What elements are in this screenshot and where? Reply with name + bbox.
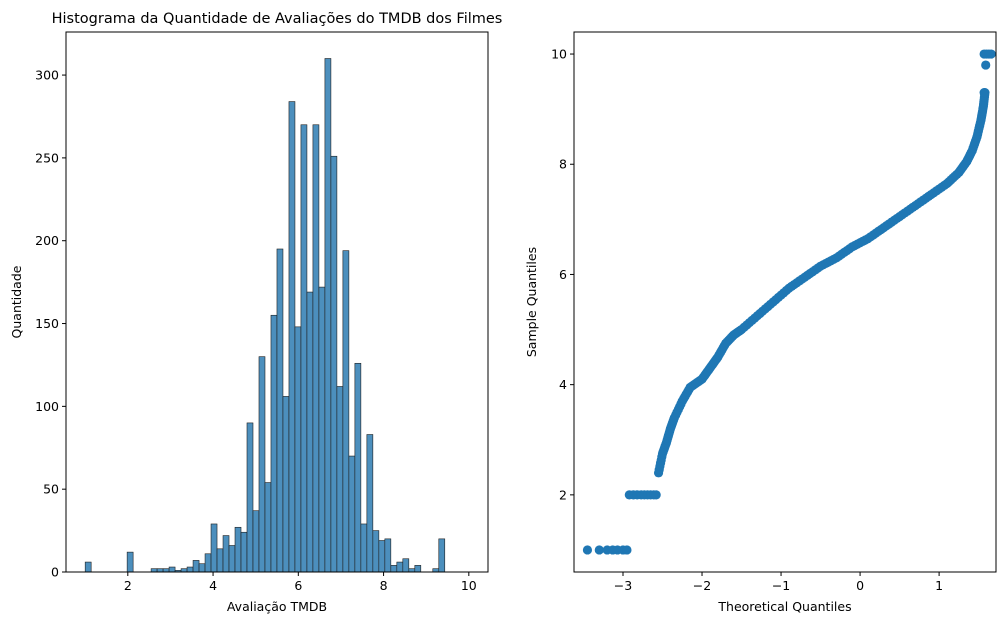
histogram-bar	[228, 545, 236, 573]
qq-plot-y-tick-label: 2	[559, 487, 567, 502]
qq-plot-axes-frame	[573, 31, 997, 573]
histogram-bar	[282, 396, 290, 573]
histogram-y-axis-label: Quantidade	[9, 265, 24, 338]
histogram-x-tick-label: 4	[209, 578, 217, 593]
histogram-bar	[84, 561, 92, 573]
qq-plot-x-tick-label: −2	[693, 578, 711, 593]
histogram-bar	[384, 538, 392, 573]
histogram-y-tick-label: 150	[35, 316, 59, 331]
histogram-y-tick-label: 50	[43, 482, 59, 497]
qq-plot-y-tick-label: 4	[559, 377, 567, 392]
histogram-x-axis-label: Avaliação TMDB	[227, 599, 327, 614]
qq-plot-point	[981, 60, 991, 70]
histogram-bar	[402, 558, 410, 573]
histogram-x-ticks: 2 4 6 8 10	[124, 572, 477, 593]
qq-plot-point	[651, 490, 661, 500]
histogram-bar	[222, 535, 230, 573]
histogram-bar	[234, 526, 242, 573]
histogram-bar	[348, 455, 356, 573]
histogram-bar	[372, 530, 380, 573]
qq-plot-point	[594, 545, 604, 555]
histogram-y-tick-label: 200	[35, 233, 59, 248]
histogram-y-tick-label: 100	[35, 399, 59, 414]
qq-plot-y-tick-label: 10	[551, 47, 567, 62]
histogram-bar	[414, 565, 422, 573]
histogram-x-tick-label: 6	[294, 578, 302, 593]
qq-plot-point	[986, 49, 996, 59]
histogram-title: Histograma da Quantidade de Avaliações d…	[52, 11, 503, 27]
histogram-y-ticks: 0 50 100 150 200 250 300	[35, 68, 66, 580]
histogram-bar	[360, 523, 368, 573]
histogram-bar	[330, 155, 338, 573]
histogram-y-tick-label: 300	[35, 68, 59, 83]
qq-plot-x-tick-label: 0	[856, 578, 864, 593]
histogram-x-tick-label: 8	[380, 578, 388, 593]
histogram-axes-frame	[65, 31, 489, 573]
histogram-bar	[240, 531, 248, 573]
qq-plot-x-tick-label: −1	[772, 578, 790, 593]
histogram-bar	[300, 124, 308, 573]
histogram-panel: Histograma da Quantidade de Avaliações d…	[9, 11, 502, 614]
histogram-y-tick-label: 0	[51, 565, 59, 580]
histogram-y-tick-label: 250	[35, 150, 59, 165]
histogram-x-tick-label: 2	[124, 578, 132, 593]
qq-plot-x-axis-label: Theoretical Quantiles	[717, 599, 851, 614]
histogram-bar	[438, 538, 446, 573]
histogram-bar	[270, 314, 278, 573]
histogram-bar	[312, 124, 320, 573]
histogram-bar	[342, 250, 350, 573]
histogram-bar	[366, 434, 374, 573]
histogram-bar	[204, 553, 212, 573]
histogram-bar	[324, 58, 332, 573]
histogram-bar	[126, 551, 134, 573]
qq-plot-points	[582, 49, 996, 555]
histogram-bar	[252, 510, 260, 573]
qq-plot-x-ticks: −3 −2 −1 0 1	[614, 572, 943, 593]
qq-plot-point	[622, 545, 632, 555]
qq-plot-y-axis-label: Sample Quantiles	[524, 247, 539, 357]
qq-plot-x-tick-label: −3	[614, 578, 632, 593]
histogram-bar	[216, 548, 224, 573]
histogram-bar	[192, 560, 200, 573]
histogram-bar	[288, 101, 296, 573]
histogram-bar	[276, 248, 284, 573]
histogram-bar	[336, 386, 344, 573]
histogram-bar	[306, 291, 314, 573]
histogram-bar	[318, 286, 326, 573]
histogram-bar	[396, 561, 404, 573]
qq-plot-point	[979, 88, 989, 98]
histogram-bar	[186, 566, 194, 573]
histogram-bar	[390, 565, 398, 573]
histogram-bar	[258, 356, 266, 573]
histogram-bar	[198, 563, 206, 573]
qq-plot-panel: −3 −2 −1 0 1 2 4 6 8 10 Theoretical Quantiles Sa…	[524, 31, 997, 614]
qq-plot-y-ticks: 2 4 6 8 10	[551, 47, 574, 502]
qq-plot-y-tick-label: 6	[559, 267, 567, 282]
histogram-bars	[84, 58, 446, 573]
qq-plot-point	[582, 545, 593, 555]
qq-plot-x-tick-label: 1	[935, 578, 943, 593]
histogram-bar	[246, 422, 254, 573]
histogram-bar	[294, 326, 302, 573]
histogram-bar	[168, 566, 176, 573]
histogram-x-tick-label: 10	[461, 578, 477, 593]
histogram-bar	[378, 540, 386, 573]
histogram-bar	[210, 523, 218, 573]
histogram-bar	[354, 362, 362, 573]
qq-plot-y-tick-label: 8	[559, 157, 567, 172]
histogram-bar	[264, 482, 272, 573]
